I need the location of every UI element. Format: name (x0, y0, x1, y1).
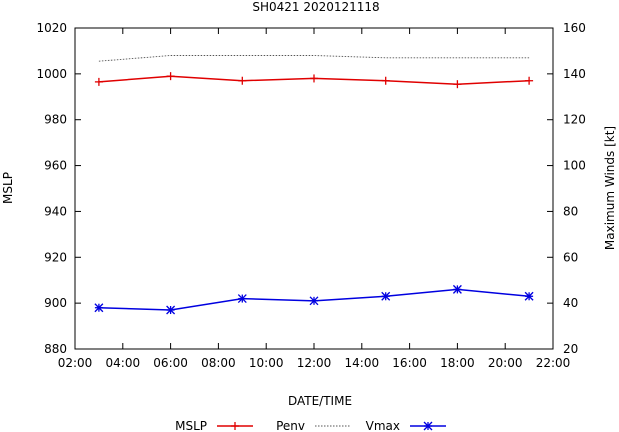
legend-label-mslp: MSLP (175, 419, 207, 432)
x-tick-label: 08:00 (201, 356, 236, 370)
x-tick-label: 10:00 (249, 356, 284, 370)
data-point (310, 74, 318, 83)
tick-labels-group: 880 900 920 940 960 980 1000 1020 20 40 60 80 100 120… (36, 21, 585, 370)
y2-tick-label: 80 (563, 204, 578, 218)
y2-tick-label: 20 (563, 342, 578, 356)
data-point (166, 72, 175, 81)
x-tick-label: 02:00 (58, 356, 93, 370)
y-tick-label: 1000 (36, 67, 67, 81)
x-tick-label: 18:00 (440, 356, 475, 370)
y2-tick-label: 120 (563, 113, 586, 127)
y-tick-label: 900 (44, 296, 67, 310)
plot-frame-group (74, 27, 554, 350)
data-point (452, 284, 462, 294)
data-point (94, 77, 103, 86)
data-point (94, 303, 104, 313)
y-tick-label: 880 (44, 342, 67, 356)
legend: MSLP Penv Vmax (175, 419, 446, 432)
series-group (94, 55, 534, 315)
series-line-penv (98, 55, 530, 62)
data-point (381, 291, 391, 301)
x-tick-label: 04:00 (106, 356, 141, 370)
data-point (238, 76, 247, 85)
y2-tick-label: 140 (563, 67, 586, 81)
legend-label-vmax: Vmax (366, 419, 400, 432)
x-tick-label: 16:00 (392, 356, 427, 370)
data-point (423, 421, 433, 431)
y-tick-label: 1020 (36, 21, 67, 35)
y-tick-label: 960 (44, 159, 67, 173)
data-point (453, 80, 462, 89)
data-point (166, 305, 176, 315)
y2-tick-label: 40 (563, 296, 578, 310)
y-axis-label: MSLP (1, 172, 15, 204)
y-tick-label: 940 (44, 204, 67, 218)
x-tick-label: 20:00 (488, 356, 523, 370)
x-tick-label: 14:00 (345, 356, 380, 370)
y2-axis-label: Maximum Winds [kt] (603, 126, 617, 250)
data-point (309, 296, 319, 306)
x-tick-label: 12:00 (297, 356, 332, 370)
data-point (231, 422, 239, 430)
data-point (381, 76, 390, 85)
x-axis-label: DATE/TIME (288, 394, 352, 408)
y2-tick-label: 160 (563, 21, 586, 35)
y2-tick-label: 100 (563, 159, 586, 173)
x-tick-label: 22:00 (536, 356, 571, 370)
y2-tick-label: 60 (563, 250, 578, 264)
chart-title: SH0421 2020121118 (252, 0, 379, 14)
y-tick-label: 980 (44, 113, 67, 127)
x-tick-label: 06:00 (153, 356, 188, 370)
data-point (237, 294, 247, 304)
data-point (525, 76, 534, 85)
data-point (524, 291, 534, 301)
y-tick-label: 920 (44, 250, 67, 264)
legend-label-penv: Penv (276, 419, 305, 432)
